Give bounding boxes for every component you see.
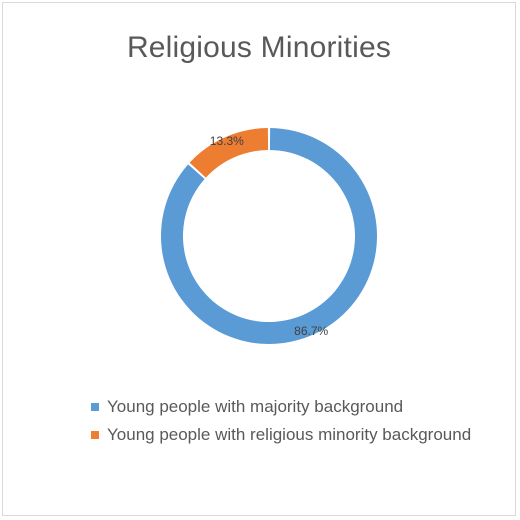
legend-item-religious-minority: Young people with religious minority bac… (91, 421, 491, 449)
legend-swatch-majority (91, 403, 99, 411)
legend-item-majority: Young people with majority background (91, 393, 491, 421)
chart-legend: Young people with majority background Yo… (91, 393, 491, 449)
donut-chart: 86.7% 13.3% (161, 128, 378, 344)
data-label-religious-minority: 13.3% (210, 134, 244, 148)
chart-area: Religious Minorities 86.7% 13.3% Young pe… (2, 2, 516, 516)
legend-label-religious-minority: Young people with religious minority bac… (107, 425, 472, 444)
legend-label-majority: Young people with majority background (107, 397, 404, 416)
legend-swatch-religious-minority (91, 431, 99, 439)
chart-title: Religious Minorities (126, 31, 392, 64)
data-label-majority: 86.7% (294, 324, 328, 338)
slice-religious-minority (189, 128, 269, 178)
